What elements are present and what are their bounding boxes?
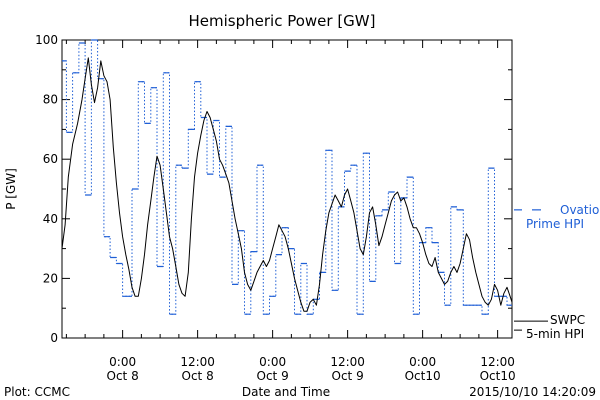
y-axis-title: P [GW] <box>4 168 18 210</box>
legend-ovation-label-1: Ovation <box>560 203 600 217</box>
x-tick-label-time: 0:00 <box>109 355 136 369</box>
x-tick-label-date: Oct 8 <box>182 369 214 383</box>
x-tick-label-date: Oct 9 <box>257 369 289 383</box>
y-axis: 0 20 40 60 80 100 <box>35 33 512 345</box>
y-tick-label: 60 <box>43 152 58 166</box>
legend-swpc-label-1: SWPC <box>550 313 585 327</box>
swpc-series <box>61 57 513 312</box>
x-tick-label-date: Oct10 <box>480 369 516 383</box>
y-tick-label: 40 <box>43 212 58 226</box>
footer-left: Plot: CCMC <box>4 385 70 399</box>
x-tick-label-time: 12:00 <box>180 355 215 369</box>
x-tick-label-date: Oct 9 <box>332 369 364 383</box>
ovation-prime-levels <box>62 39 512 315</box>
x-tick-label-date: Oct 8 <box>107 369 139 383</box>
chart-title: Hemispheric Power [GW] <box>189 12 376 30</box>
y-tick-label: 80 <box>43 93 58 107</box>
legend-ovation-label-2: Prime HPI <box>526 217 584 231</box>
footer-right: 2015/10/10 14:20:09 <box>469 385 596 399</box>
legend-swpc-label-2: 5-min HPI <box>526 327 584 341</box>
y-tick-label: 20 <box>43 271 58 285</box>
x-tick-label-time: 0:00 <box>409 355 436 369</box>
x-tick-label-time: 0:00 <box>259 355 286 369</box>
ovation-prime-series <box>62 39 512 315</box>
footer-center: Date and Time <box>242 385 330 399</box>
x-tick-label-time: 12:00 <box>480 355 515 369</box>
x-tick-label-date: Oct10 <box>405 369 441 383</box>
series-layer <box>61 39 513 315</box>
x-tick-label-time: 12:00 <box>330 355 365 369</box>
y-tick-label: 100 <box>35 33 58 47</box>
y-tick-label: 0 <box>50 331 58 345</box>
